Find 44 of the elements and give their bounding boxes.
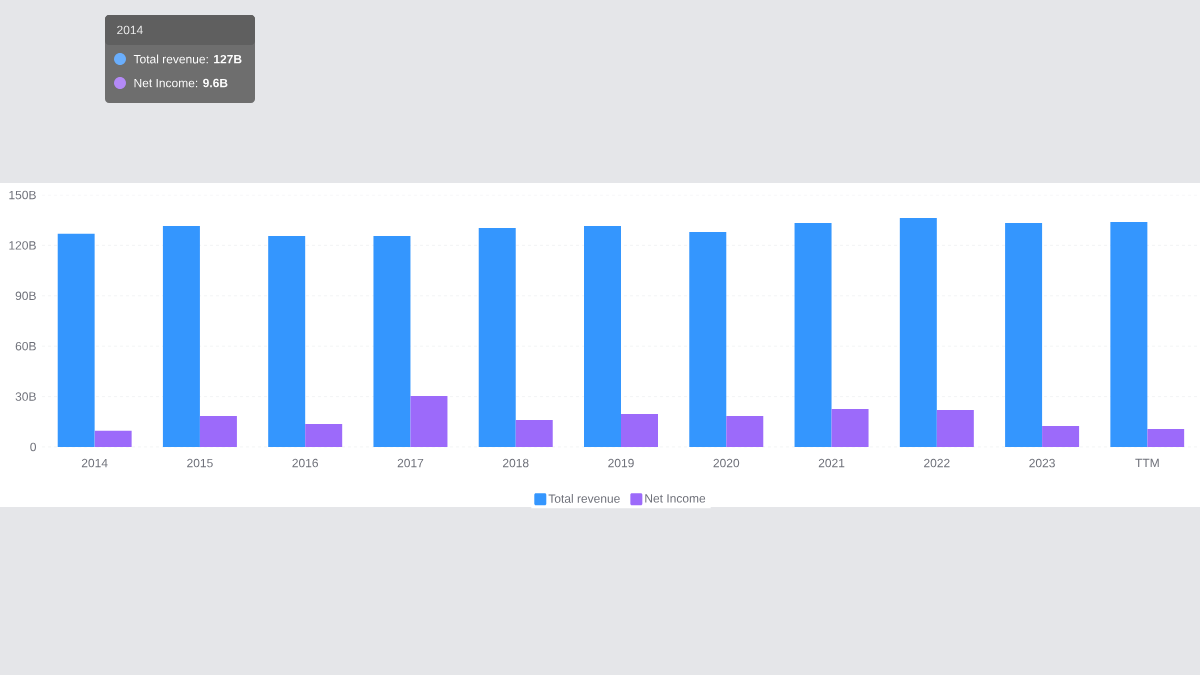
bar [1147, 429, 1185, 447]
text: Net Income: 9.6B [134, 78, 228, 88]
bar [831, 409, 869, 447]
text: 2014 [117, 25, 143, 35]
bar [410, 395, 448, 447]
x-tick-label: 2016 [292, 458, 318, 468]
text: Total revenue: 127B [133, 54, 242, 64]
bar [162, 226, 200, 447]
x-tick-label: 2019 [608, 458, 634, 468]
y-tick-label: 30B [15, 392, 36, 401]
x-tick-label: TTM [1135, 458, 1159, 468]
x-tick-label: 2020 [713, 458, 740, 468]
y-tick-label: 150B [9, 190, 36, 200]
x-tick-label: 2022 [924, 458, 950, 468]
y-tick-label: 60B [15, 341, 36, 351]
x-tick-label: 2018 [502, 458, 529, 468]
x-tick-label: 2014 [81, 458, 108, 468]
bar [1110, 221, 1148, 447]
bar [515, 420, 553, 447]
bar [936, 410, 974, 447]
legend-label: Net Income [645, 494, 706, 503]
bar [794, 223, 832, 447]
bar [94, 430, 132, 447]
y-tick-label: 120B [9, 241, 36, 250]
bar [689, 231, 727, 447]
bar [373, 235, 411, 447]
y-tick-label: 90B [15, 291, 36, 301]
x-tick-label: 2017 [397, 458, 424, 468]
bar [57, 233, 95, 447]
bar [1005, 223, 1043, 447]
bar [305, 423, 343, 447]
x-tick-label: 2023 [1029, 458, 1055, 468]
x-tick-label: 2015 [187, 458, 213, 468]
x-tick-label: 2021 [818, 458, 845, 468]
bar [584, 226, 621, 447]
legend-label: Total revenue [548, 494, 620, 503]
bar [621, 414, 658, 447]
bar [1042, 426, 1080, 447]
bar [899, 218, 937, 447]
bar [726, 415, 764, 447]
bar [478, 227, 516, 447]
y-tick-label: 0 [30, 442, 36, 452]
bar [199, 415, 237, 447]
bar [268, 235, 306, 447]
